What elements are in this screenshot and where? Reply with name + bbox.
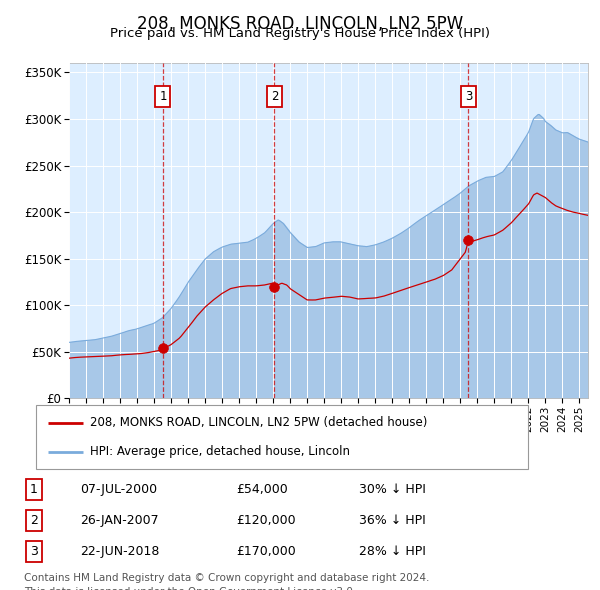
Text: 208, MONKS ROAD, LINCOLN, LN2 5PW: 208, MONKS ROAD, LINCOLN, LN2 5PW bbox=[137, 15, 463, 33]
Text: 2: 2 bbox=[30, 514, 38, 527]
Text: 28% ↓ HPI: 28% ↓ HPI bbox=[359, 545, 425, 558]
Text: 2: 2 bbox=[271, 90, 278, 103]
Text: Contains HM Land Registry data © Crown copyright and database right 2024.
This d: Contains HM Land Registry data © Crown c… bbox=[24, 573, 430, 590]
Text: 3: 3 bbox=[464, 90, 472, 103]
Text: £120,000: £120,000 bbox=[236, 514, 296, 527]
Text: 30% ↓ HPI: 30% ↓ HPI bbox=[359, 483, 425, 496]
Text: 36% ↓ HPI: 36% ↓ HPI bbox=[359, 514, 425, 527]
Text: 07-JUL-2000: 07-JUL-2000 bbox=[80, 483, 157, 496]
Text: 3: 3 bbox=[30, 545, 38, 558]
Text: £170,000: £170,000 bbox=[236, 545, 296, 558]
Text: 1: 1 bbox=[30, 483, 38, 496]
Text: 1: 1 bbox=[159, 90, 167, 103]
Text: £54,000: £54,000 bbox=[236, 483, 288, 496]
Text: 22-JUN-2018: 22-JUN-2018 bbox=[80, 545, 159, 558]
Text: HPI: Average price, detached house, Lincoln: HPI: Average price, detached house, Linc… bbox=[90, 445, 350, 458]
Text: 26-JAN-2007: 26-JAN-2007 bbox=[80, 514, 158, 527]
Text: 208, MONKS ROAD, LINCOLN, LN2 5PW (detached house): 208, MONKS ROAD, LINCOLN, LN2 5PW (detac… bbox=[90, 416, 427, 429]
Text: Price paid vs. HM Land Registry's House Price Index (HPI): Price paid vs. HM Land Registry's House … bbox=[110, 27, 490, 40]
